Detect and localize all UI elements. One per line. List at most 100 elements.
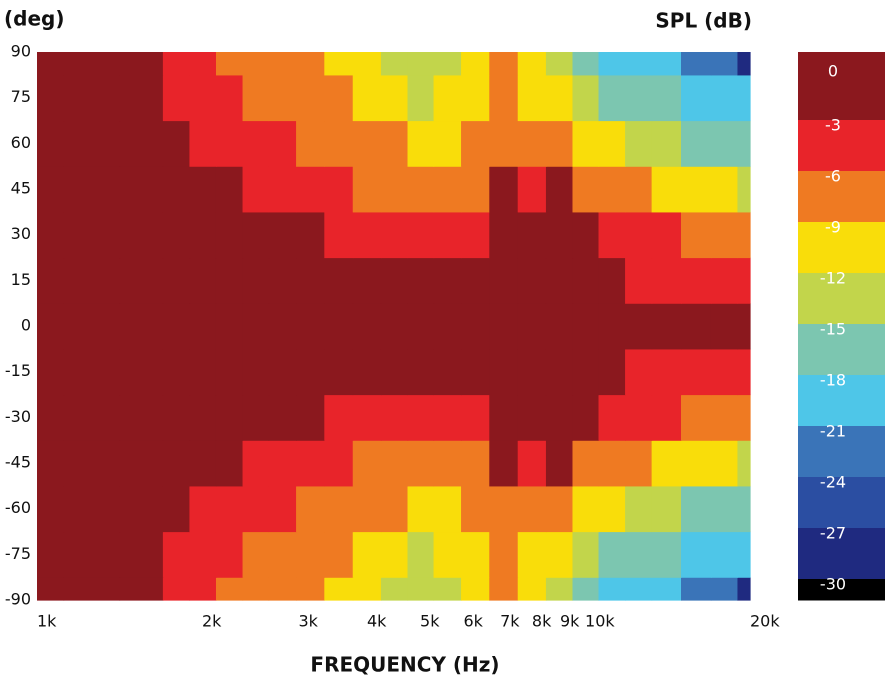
cell — [63, 577, 121, 601]
cell — [517, 211, 547, 259]
cell — [268, 485, 297, 533]
cell — [489, 52, 519, 76]
cell — [242, 166, 270, 213]
cell — [189, 348, 217, 396]
y-tick-label: 75 — [11, 87, 31, 106]
cell — [324, 577, 354, 601]
cell — [489, 348, 519, 396]
cell — [268, 394, 297, 441]
colorbar-swatch — [798, 375, 885, 427]
x-tick-label: 5k — [420, 612, 440, 631]
cell — [37, 211, 65, 259]
x-tick-label: 1k — [37, 612, 57, 631]
colorbar-label: -21 — [820, 422, 846, 441]
cell — [215, 577, 244, 601]
cell — [651, 120, 682, 167]
cell — [242, 303, 270, 350]
cell — [710, 577, 739, 601]
cell — [189, 120, 217, 167]
cell — [215, 211, 244, 259]
cell — [545, 394, 574, 441]
cell — [461, 531, 490, 578]
cell — [651, 440, 682, 487]
colorbar-label: -9 — [825, 218, 841, 237]
cell — [461, 577, 490, 601]
cell — [352, 303, 382, 350]
cell — [189, 211, 217, 259]
cell — [710, 52, 739, 76]
y-tick-label: 15 — [11, 270, 31, 289]
cell — [162, 120, 191, 167]
cell — [681, 166, 712, 213]
cell — [651, 74, 682, 122]
cell — [489, 531, 519, 578]
cell — [737, 485, 751, 533]
colorbar-swatch — [798, 579, 885, 601]
cell — [324, 120, 354, 167]
colorbar-label: -12 — [820, 269, 846, 288]
cell — [119, 531, 164, 578]
cell — [572, 577, 600, 601]
cell — [242, 211, 270, 259]
cell — [572, 531, 600, 578]
cell — [598, 440, 626, 487]
cell — [489, 440, 519, 487]
cell — [63, 257, 121, 304]
cell — [37, 394, 65, 441]
cell — [651, 577, 682, 601]
colorbar-label: -27 — [820, 524, 846, 543]
cell — [407, 440, 435, 487]
cell — [572, 257, 600, 304]
cell — [461, 74, 490, 122]
cell — [63, 303, 121, 350]
cell — [380, 531, 409, 578]
cell — [625, 531, 653, 578]
cell — [433, 211, 462, 259]
cell — [162, 440, 191, 487]
cell — [352, 348, 382, 396]
cell — [681, 52, 712, 76]
cell — [433, 577, 462, 601]
cell — [352, 440, 382, 487]
cell — [545, 74, 574, 122]
cell — [324, 166, 354, 213]
cell — [215, 531, 244, 578]
cell — [215, 440, 244, 487]
cell — [268, 577, 297, 601]
cell — [189, 577, 217, 601]
cell — [737, 577, 751, 601]
cell — [433, 485, 462, 533]
cell — [681, 257, 712, 304]
cell — [433, 394, 462, 441]
cell — [710, 166, 739, 213]
x-tick-label: 20k — [750, 612, 780, 631]
colorbar-label: -6 — [825, 167, 841, 186]
cell — [598, 485, 626, 533]
cell — [215, 120, 244, 167]
cell — [572, 52, 600, 76]
cell — [189, 531, 217, 578]
cell — [162, 348, 191, 396]
cell — [737, 303, 751, 350]
cell — [572, 485, 600, 533]
cell — [710, 257, 739, 304]
x-axis-label: FREQUENCY (Hz) — [310, 653, 499, 677]
cell — [737, 348, 751, 396]
cell — [517, 531, 547, 578]
y-tick-label: -30 — [5, 407, 31, 426]
cell — [380, 120, 409, 167]
cell — [119, 348, 164, 396]
cell — [63, 348, 121, 396]
cell — [380, 485, 409, 533]
cell — [296, 120, 325, 167]
cell — [63, 211, 121, 259]
cell — [242, 531, 270, 578]
cell — [296, 394, 325, 441]
y-tick-label: 30 — [11, 224, 31, 243]
cell — [625, 257, 653, 304]
cell — [162, 211, 191, 259]
cell — [651, 485, 682, 533]
cell — [268, 52, 297, 76]
cell — [710, 440, 739, 487]
cell — [517, 440, 547, 487]
